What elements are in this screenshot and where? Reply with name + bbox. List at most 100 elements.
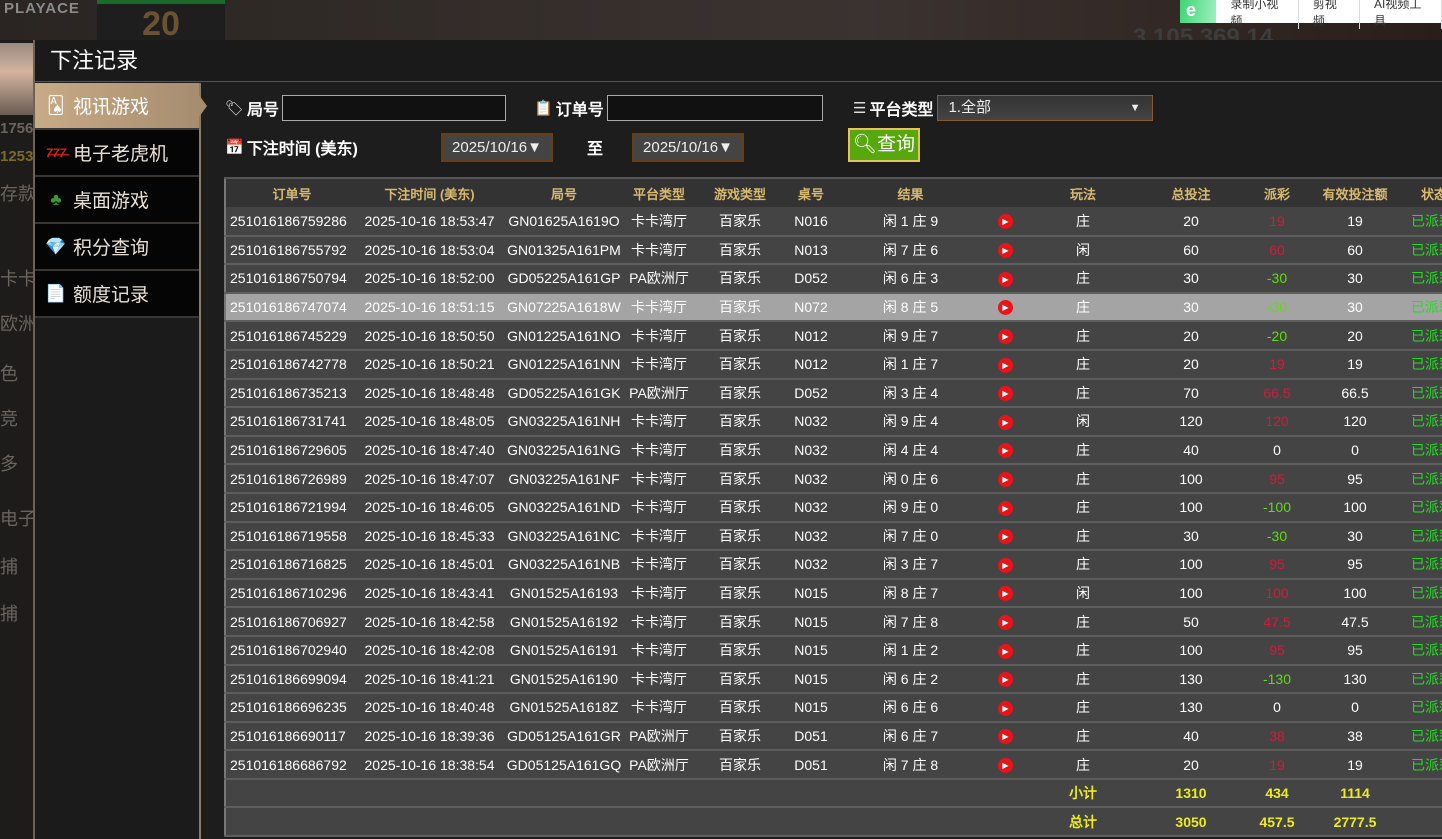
play-video-icon[interactable]: ▶: [998, 615, 1013, 630]
play-video-icon[interactable]: ▶: [998, 443, 1013, 459]
result: 闲 9 庄 0: [833, 492, 988, 523]
result: 闲 8 庄 5: [833, 292, 988, 323]
bet-time: 2025-10-16 18:40:48: [358, 693, 501, 723]
round-input[interactable]: [282, 95, 507, 121]
payout: 66.5: [1239, 378, 1315, 409]
table-row[interactable]: 251016186706927 2025-10-16 18:42:58 GN0152…: [225, 607, 1442, 637]
recorder-ai-button[interactable]: AI视频工具: [1360, 0, 1442, 29]
table-row[interactable]: 251016186719558 2025-10-16 18:45:33 GN0322…: [225, 521, 1442, 552]
play-video-icon[interactable]: ▶: [998, 300, 1013, 316]
result: 闲 6 庄 7: [833, 721, 988, 752]
play-video-icon[interactable]: ▶: [998, 700, 1013, 716]
total-bet: 100: [1143, 550, 1239, 580]
table-number: N032: [789, 464, 833, 494]
play-video-icon[interactable]: ▶: [998, 472, 1013, 488]
document-icon: 📄: [45, 283, 67, 303]
table-number: N032: [789, 521, 833, 552]
play-video-icon[interactable]: ▶: [998, 529, 1013, 545]
column-header: 结果: [833, 177, 988, 207]
table-row[interactable]: 251016186710296 2025-10-16 18:43:41 GN0152…: [225, 578, 1442, 609]
table-row[interactable]: 251016186745229 2025-10-16 18:50:50 GN0122…: [225, 321, 1442, 351]
round-number: GD05225A161GK: [501, 378, 627, 409]
table-row[interactable]: 251016186702940 2025-10-16 18:42:08 GN0152…: [225, 635, 1442, 666]
table-row[interactable]: 251016186686792 2025-10-16 18:38:54 GD0512…: [225, 750, 1442, 780]
sidebar-item[interactable]: 🂡 视讯游戏: [35, 83, 207, 130]
play-video-icon[interactable]: ▶: [998, 243, 1013, 259]
platform-filter: ☰ 平台类型 1.全部 ▼: [853, 95, 1154, 121]
column-header: 下注时间 (美东): [358, 177, 501, 207]
total-bet: 30: [1143, 292, 1239, 323]
table-row[interactable]: 251016186726989 2025-10-16 18:47:07 GN0322…: [225, 464, 1442, 494]
play-video-icon[interactable]: ▶: [998, 729, 1013, 745]
table-row[interactable]: 251016186747074 2025-10-16 18:51:15 GN0722…: [225, 292, 1442, 323]
table-row[interactable]: 251016186716825 2025-10-16 18:45:01 GN0322…: [225, 550, 1442, 580]
result: 闲 9 庄 4: [833, 407, 988, 437]
empty-cell: [1395, 807, 1442, 838]
platform-select[interactable]: 1.全部 ▼: [937, 95, 1154, 121]
play-video-icon[interactable]: ▶: [998, 586, 1013, 602]
order-number: 251016186702940: [225, 635, 358, 666]
status: 已派彩: [1395, 521, 1442, 552]
order-number: 251016186750794: [225, 264, 358, 294]
table-row[interactable]: 251016186696235 2025-10-16 18:40:48 GN0152…: [225, 693, 1442, 723]
query-button[interactable]: 🔍︎查询: [848, 128, 920, 162]
table-row[interactable]: 251016186742778 2025-10-16 18:50:21 GN0122…: [225, 349, 1442, 380]
platform-type: 卡卡湾厅: [627, 664, 691, 695]
table-row[interactable]: 251016186721994 2025-10-16 18:46:05 GN0322…: [225, 492, 1442, 523]
recorder-record-button[interactable]: 录制小视频: [1216, 0, 1299, 29]
play-video-icon[interactable]: ▶: [998, 357, 1013, 373]
status: 已派彩: [1395, 664, 1442, 695]
subtotal-row: 小计 1310 434 1114: [225, 778, 1442, 809]
table-row[interactable]: 251016186729605 2025-10-16 18:47:40 GN0322…: [225, 435, 1442, 466]
total-bet: 30: [1143, 521, 1239, 552]
sidebar-item[interactable]: 7̶7̶7̶ 电子老虎机: [35, 130, 199, 177]
table-row[interactable]: 251016186750794 2025-10-16 18:52:00 GD0522…: [225, 264, 1442, 294]
date-from-picker[interactable]: 2025/10/16▼: [441, 133, 553, 162]
sidebar-item[interactable]: 💎 积分查询: [35, 224, 199, 271]
order-number: 251016186721994: [225, 492, 358, 523]
table-row[interactable]: 251016186731741 2025-10-16 18:48:05 GN0322…: [225, 407, 1442, 437]
table-row[interactable]: 251016186690117 2025-10-16 18:39:36 GD0512…: [225, 721, 1442, 752]
play-video-icon[interactable]: ▶: [998, 271, 1013, 287]
order-number: 251016186747074: [225, 292, 358, 323]
table-row[interactable]: 251016186755792 2025-10-16 18:53:04 GN0132…: [225, 235, 1442, 266]
table-number: N015: [789, 607, 833, 637]
play-video-icon[interactable]: ▶: [998, 386, 1013, 402]
sidebar-item[interactable]: 📄 额度记录: [35, 271, 199, 318]
play-video-icon[interactable]: ▶: [998, 414, 1013, 430]
valid-bet: 100: [1315, 578, 1395, 609]
subtotal-payout: 434: [1239, 778, 1315, 809]
background-text: 欧洲: [0, 314, 33, 334]
table-row[interactable]: 251016186699094 2025-10-16 18:41:21 GN0152…: [225, 664, 1442, 695]
play-video-icon[interactable]: ▶: [998, 757, 1013, 773]
column-header: 局号: [501, 177, 627, 207]
play-video-icon[interactable]: ▶: [998, 557, 1013, 573]
payout: -30: [1239, 264, 1315, 294]
order-number: 251016186726989: [225, 464, 358, 494]
game-type: 百家乐: [691, 207, 789, 237]
table-game-chip-icon: ♣: [50, 189, 62, 209]
play-video-icon[interactable]: ▶: [998, 214, 1013, 230]
result: 闲 9 庄 7: [833, 321, 988, 351]
recorder-edit-button[interactable]: 剪视频: [1299, 0, 1361, 29]
column-header: 订单号: [225, 177, 358, 207]
table-row[interactable]: 251016186735213 2025-10-16 18:48:48 GD0522…: [225, 378, 1442, 409]
table-row[interactable]: 251016186759286 2025-10-16 18:53:47 GN0162…: [225, 207, 1442, 237]
date-to-picker[interactable]: 2025/10/16▼: [632, 133, 744, 162]
bet-time: 2025-10-16 18:42:08: [358, 635, 501, 666]
sidebar-item-label: 视讯游戏: [73, 97, 150, 118]
order-input[interactable]: [606, 95, 823, 121]
play-video-icon[interactable]: ▶: [998, 672, 1013, 688]
video-cell: ▶: [988, 407, 1023, 437]
platform-select-value: 1.全部: [948, 99, 991, 116]
bet-time: 2025-10-16 18:53:04: [358, 235, 501, 266]
play-video-icon[interactable]: ▶: [998, 643, 1013, 659]
valid-bet: 100: [1315, 492, 1395, 523]
sidebar-item[interactable]: ♣ 桌面游戏: [35, 177, 199, 224]
subtotal-total-bet: 1310: [1143, 778, 1239, 809]
play-video-icon[interactable]: ▶: [998, 500, 1013, 516]
table-number: N015: [789, 693, 833, 723]
bet-time: 2025-10-16 18:42:58: [358, 607, 501, 637]
play-video-icon[interactable]: ▶: [998, 329, 1013, 345]
game-type: 百家乐: [691, 607, 789, 637]
